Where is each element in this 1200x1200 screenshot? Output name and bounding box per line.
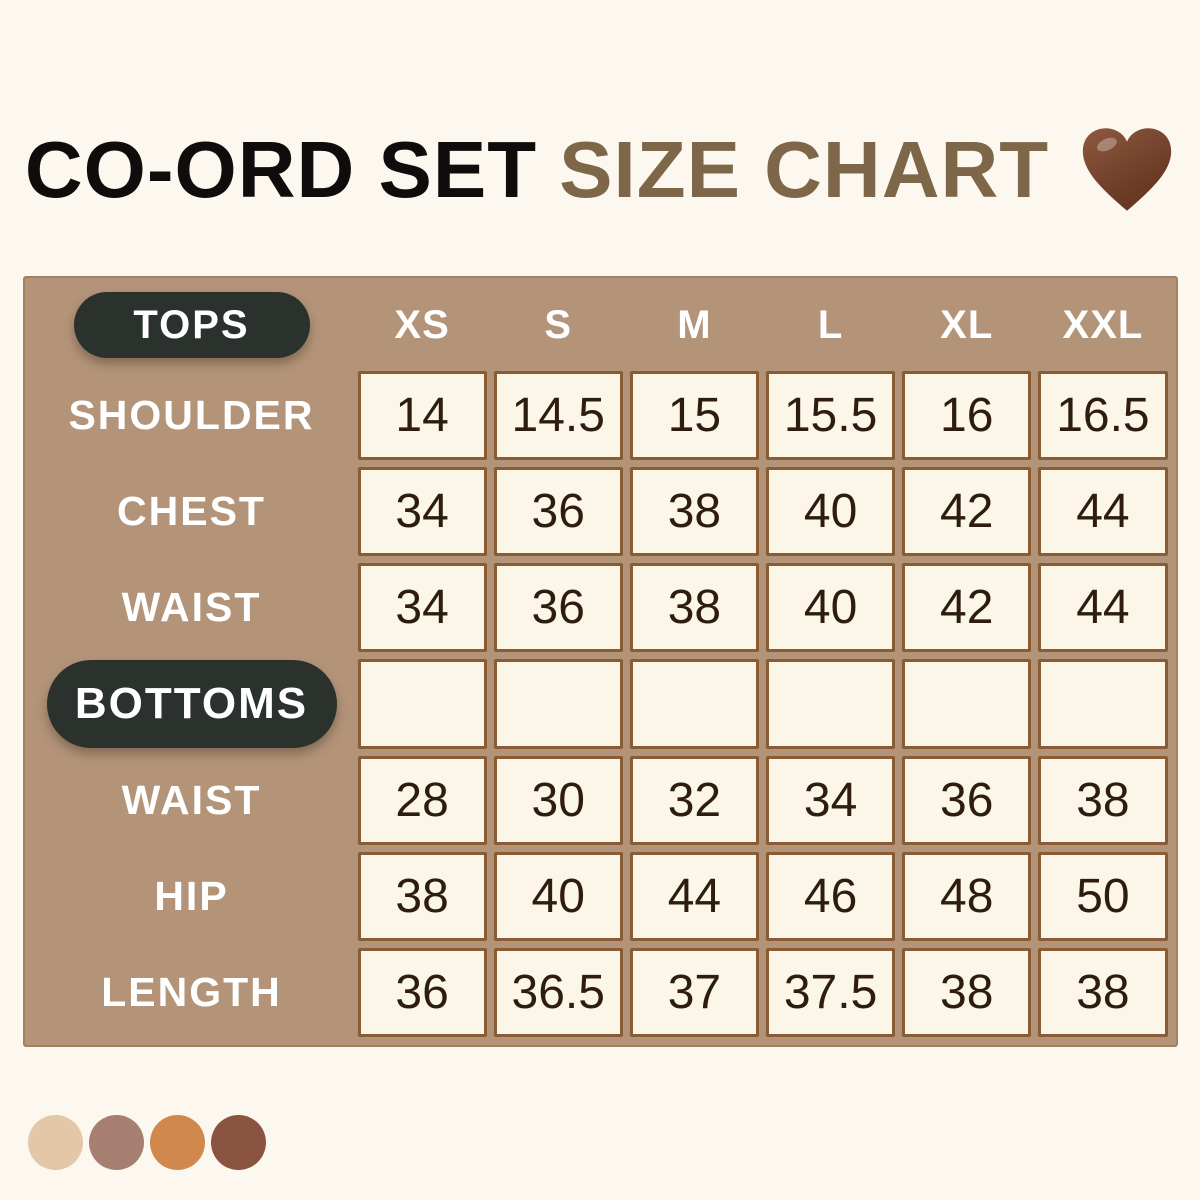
- value-cell: 16.5: [1038, 371, 1168, 461]
- value-cell: 42: [902, 563, 1032, 653]
- empty-cell: [493, 659, 623, 749]
- value-cell: 40: [766, 563, 896, 653]
- value-cell: 38: [1038, 755, 1168, 845]
- value-cell: 50: [1038, 851, 1168, 941]
- value-cell: 14.5: [493, 371, 623, 461]
- color-swatch: [211, 1115, 266, 1170]
- row-label-cell: LENGTH: [33, 948, 351, 1037]
- empty-cell: [766, 659, 896, 749]
- value-cell: 38: [629, 467, 759, 557]
- row-label-cell: WAIST: [33, 756, 351, 845]
- value-cell: 38: [1038, 947, 1168, 1037]
- value-cell: 42: [902, 467, 1032, 557]
- value-cell: 32: [629, 755, 759, 845]
- section-pill-cell: TOPS: [33, 286, 351, 364]
- value-cell: 37: [629, 947, 759, 1037]
- row-label-cell: WAIST: [33, 563, 351, 652]
- color-swatch: [150, 1115, 205, 1170]
- row-label: WAIST: [121, 584, 262, 631]
- row-label-cell: HIP: [33, 852, 351, 941]
- title-accent: SIZE CHART: [559, 125, 1050, 214]
- value-cell: 34: [766, 755, 896, 845]
- size-column-header: M: [677, 302, 712, 347]
- section-pill-cell: BOTTOMS: [33, 659, 351, 748]
- section-pill-label: BOTTOMS: [74, 678, 309, 728]
- row-label: SHOULDER: [68, 392, 315, 439]
- row-label: LENGTH: [101, 968, 282, 1015]
- value-cell: 48: [902, 851, 1032, 941]
- empty-cell: [902, 659, 1032, 749]
- row-label: HIP: [154, 872, 229, 919]
- row-label: WAIST: [121, 776, 262, 823]
- value-cell: 36: [493, 563, 623, 653]
- size-chart-table: TOPS XS S M L XL XXL SHOULDER 14 14.5 15 15.5 16 16.5…: [22, 276, 1178, 1047]
- section-pill-bottoms: BOTTOMS: [46, 659, 337, 748]
- empty-cell: [357, 659, 487, 749]
- value-cell: 15.5: [766, 371, 896, 461]
- size-column-header: S: [544, 302, 573, 347]
- color-swatch: [89, 1115, 144, 1170]
- size-column-header: XS: [394, 302, 450, 347]
- value-cell: 38: [357, 851, 487, 941]
- value-cell: 36: [902, 755, 1032, 845]
- page-title: CO-ORD SET SIZE CHART: [0, 0, 1200, 216]
- size-column-header: XL: [940, 302, 994, 347]
- value-cell: 15: [629, 371, 759, 461]
- value-cell: 28: [357, 755, 487, 845]
- value-cell: 30: [493, 755, 623, 845]
- row-label-cell: SHOULDER: [33, 371, 351, 460]
- color-swatch: [28, 1115, 83, 1170]
- value-cell: 40: [493, 851, 623, 941]
- brown-heart-icon: [1082, 128, 1172, 211]
- size-column-header: XXL: [1062, 302, 1144, 347]
- row-label: CHEST: [117, 488, 266, 535]
- row-label-cell: CHEST: [33, 467, 351, 556]
- section-pill-tops: TOPS: [73, 292, 310, 358]
- value-cell: 36: [493, 467, 623, 557]
- value-cell: 34: [357, 467, 487, 557]
- value-cell: 44: [629, 851, 759, 941]
- size-column-header: L: [817, 302, 844, 347]
- value-cell: 46: [766, 851, 896, 941]
- empty-cell: [1038, 659, 1168, 749]
- value-cell: 38: [629, 563, 759, 653]
- color-palette: [28, 1115, 1200, 1170]
- section-pill-label: TOPS: [133, 302, 250, 347]
- value-cell: 36: [357, 947, 487, 1037]
- value-cell: 44: [1038, 563, 1168, 653]
- title-main: CO-ORD SET: [24, 125, 538, 214]
- value-cell: 14: [357, 371, 487, 461]
- empty-cell: [629, 659, 759, 749]
- value-cell: 16: [902, 371, 1032, 461]
- value-cell: 34: [357, 563, 487, 653]
- value-cell: 36.5: [493, 947, 623, 1037]
- value-cell: 37.5: [766, 947, 896, 1037]
- value-cell: 44: [1038, 467, 1168, 557]
- value-cell: 40: [766, 467, 896, 557]
- value-cell: 38: [902, 947, 1032, 1037]
